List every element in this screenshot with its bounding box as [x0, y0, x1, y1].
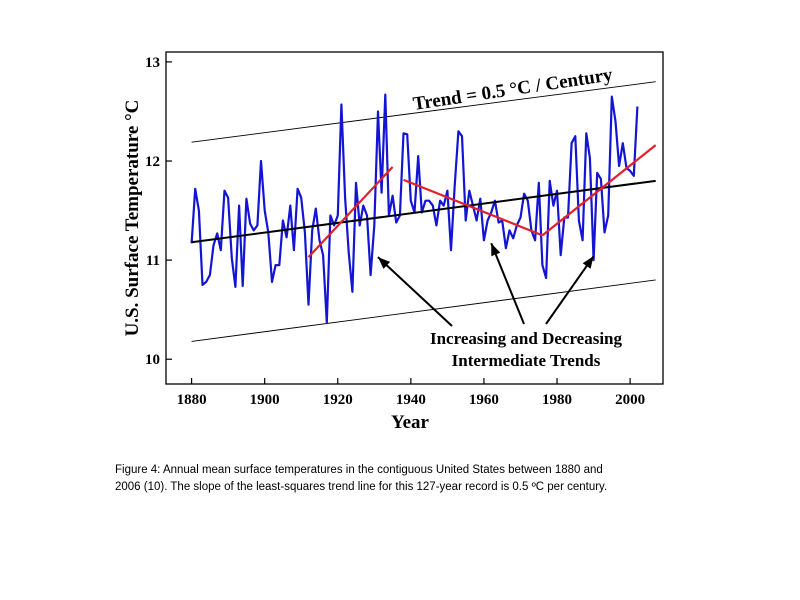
intermediate-trend-lines	[307, 144, 657, 258]
x-tick-label: 1920	[323, 392, 353, 408]
x-tick-label: 1880	[177, 392, 207, 408]
y-tick-label: 12	[145, 154, 160, 170]
intermediate-trend-segment	[307, 166, 394, 258]
arrow-head	[377, 257, 391, 269]
annotation-arrow	[377, 256, 453, 327]
annotation-arrow	[490, 242, 525, 325]
band-lines	[191, 81, 656, 342]
intermediate-trend-segment	[541, 144, 657, 237]
annotation-arrow	[545, 255, 595, 325]
caption-line-1: Figure 4: Annual mean surface temperatur…	[115, 464, 603, 476]
annotation-arrows	[377, 242, 595, 327]
axis-ticks: 1880 1900 1920 1940 1960 1980 2000 10 11 12 13	[145, 55, 645, 408]
overall-trend-line	[191, 179, 656, 244]
x-axis-label: Year	[391, 412, 430, 433]
temperature-chart: 1880 1900 1920 1940 1960 1980 2000 10 11 12 13 Tre…	[122, 51, 664, 433]
band-line	[191, 279, 656, 342]
annotation-line-1: Increasing and Decreasing	[430, 329, 623, 348]
caption-line-2: 2006 (10). The slope of the least-square…	[115, 481, 608, 493]
trend-label: Trend = 0.5 °C / Century	[412, 64, 615, 115]
arrow-shaft	[377, 256, 453, 327]
x-tick-label: 2000	[615, 392, 645, 408]
x-tick-label: 1900	[250, 392, 280, 408]
y-tick-label: 11	[146, 253, 160, 269]
arrow-shaft	[545, 255, 595, 325]
intermediate-trend-segment	[403, 178, 543, 237]
y-tick-label: 13	[145, 55, 160, 71]
figure-caption: Figure 4: Annual mean surface temperatur…	[115, 462, 715, 496]
y-tick-label: 10	[145, 352, 160, 368]
arrow-head	[491, 243, 501, 257]
x-tick-label: 1960	[469, 392, 499, 408]
band-line	[191, 81, 656, 143]
arrow-head	[582, 256, 594, 269]
x-tick-label: 1980	[542, 392, 572, 408]
x-tick-label: 1940	[396, 392, 426, 408]
arrow-shaft	[490, 242, 525, 325]
annotation-line-2: Intermediate Trends	[452, 351, 601, 370]
y-axis-label: U.S. Surface Temperature °C	[122, 100, 143, 337]
plot-frame	[165, 51, 664, 385]
